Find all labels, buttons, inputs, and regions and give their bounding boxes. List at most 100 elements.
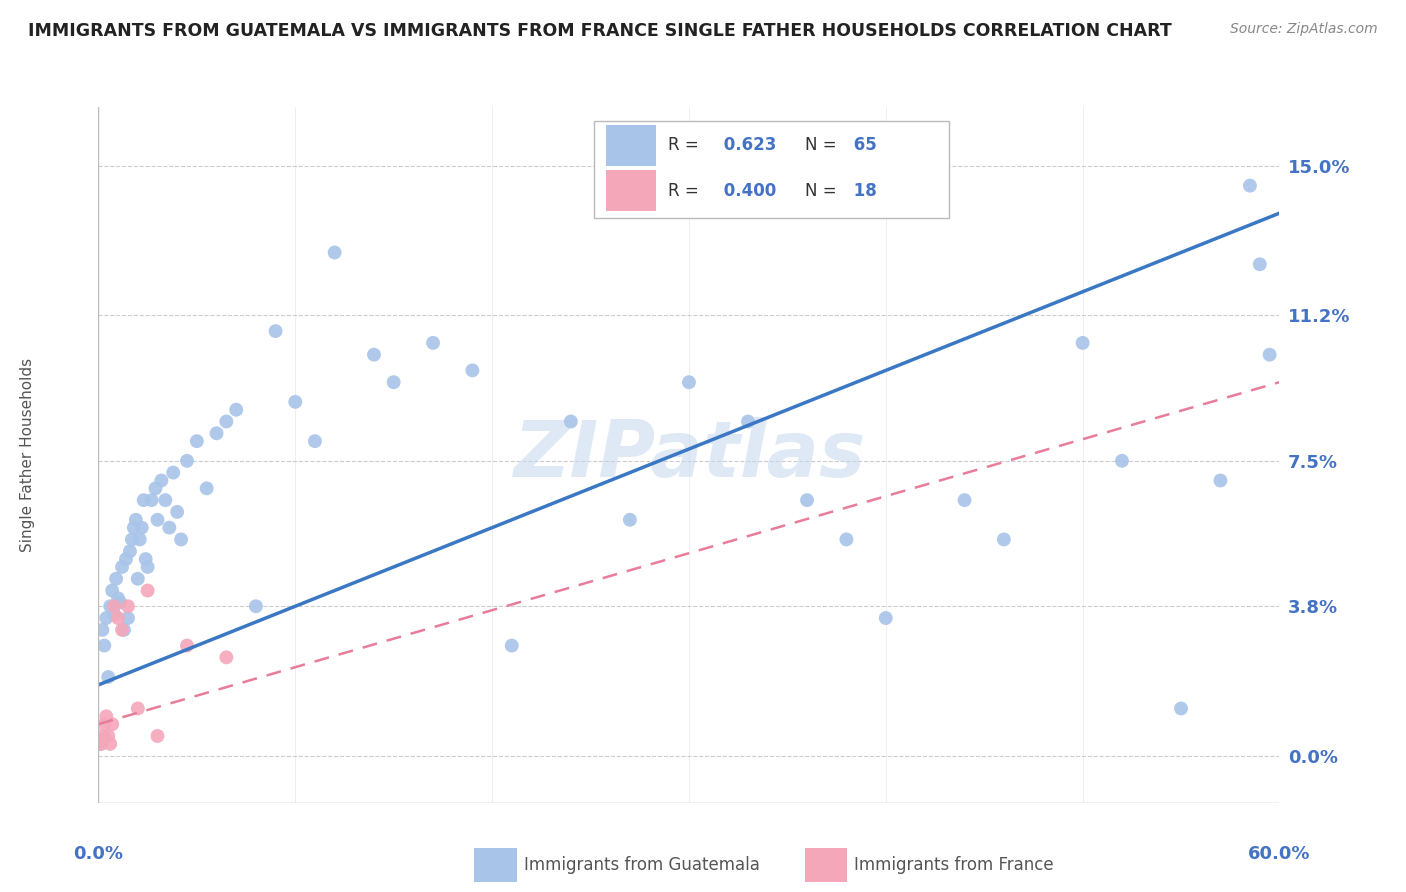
Point	[245, 599, 267, 614]
Point	[108, 595, 131, 609]
Point	[101, 583, 124, 598]
Point	[128, 533, 150, 547]
Text: 65: 65	[848, 136, 877, 154]
Point	[93, 639, 115, 653]
Text: 0.623: 0.623	[718, 136, 778, 154]
Point	[176, 639, 198, 653]
Point	[141, 493, 163, 508]
FancyBboxPatch shape	[606, 125, 655, 166]
Point	[127, 701, 149, 715]
Point	[146, 729, 169, 743]
Point	[323, 245, 346, 260]
Point	[93, 717, 115, 731]
Text: Immigrants from France: Immigrants from France	[855, 856, 1054, 874]
Point	[176, 454, 198, 468]
Point	[111, 560, 134, 574]
Point	[90, 737, 112, 751]
Point	[107, 611, 129, 625]
Point	[117, 611, 139, 625]
Point	[1170, 701, 1192, 715]
Point	[215, 650, 238, 665]
Point	[993, 533, 1015, 547]
Point	[304, 434, 326, 449]
Point	[145, 481, 167, 495]
Point	[461, 363, 484, 377]
Point	[382, 375, 405, 389]
FancyBboxPatch shape	[804, 848, 848, 882]
Point	[97, 670, 120, 684]
Point	[96, 611, 118, 625]
Point	[162, 466, 184, 480]
Point	[166, 505, 188, 519]
Point	[115, 552, 138, 566]
Point	[560, 415, 582, 429]
Point	[97, 729, 120, 743]
Point	[1111, 454, 1133, 468]
Point	[98, 737, 121, 751]
Point	[1071, 335, 1094, 350]
Point	[170, 533, 193, 547]
Point	[117, 599, 139, 614]
Text: R =: R =	[668, 136, 699, 154]
Text: R =: R =	[668, 182, 699, 200]
Point	[135, 552, 157, 566]
Point	[737, 415, 759, 429]
Point	[93, 729, 115, 743]
Point	[89, 737, 111, 751]
Point	[136, 560, 159, 574]
Point	[678, 375, 700, 389]
Text: N =: N =	[804, 182, 837, 200]
Point	[136, 583, 159, 598]
Point	[96, 709, 118, 723]
Point	[122, 521, 145, 535]
Point	[215, 415, 238, 429]
Point	[264, 324, 287, 338]
Point	[796, 493, 818, 508]
Point	[127, 572, 149, 586]
Point	[501, 639, 523, 653]
Point	[186, 434, 208, 449]
Point	[150, 474, 173, 488]
Text: 60.0%: 60.0%	[1249, 845, 1310, 863]
FancyBboxPatch shape	[595, 121, 949, 219]
Point	[155, 493, 177, 508]
Point	[103, 599, 125, 614]
Point	[1209, 474, 1232, 488]
Text: 18: 18	[848, 182, 877, 200]
Text: Immigrants from Guatemala: Immigrants from Guatemala	[523, 856, 759, 874]
Point	[91, 623, 114, 637]
Point	[1258, 348, 1281, 362]
Point	[1249, 257, 1271, 271]
Point	[157, 521, 180, 535]
Point	[103, 607, 125, 621]
Point	[121, 533, 143, 547]
Text: 0.400: 0.400	[718, 182, 776, 200]
Point	[953, 493, 976, 508]
Text: Source: ZipAtlas.com: Source: ZipAtlas.com	[1230, 22, 1378, 37]
Point	[195, 481, 218, 495]
Point	[131, 521, 153, 535]
Point	[363, 348, 385, 362]
Point	[98, 599, 121, 614]
Text: 0.0%: 0.0%	[73, 845, 124, 863]
Point	[111, 623, 134, 637]
Point	[132, 493, 155, 508]
Point	[875, 611, 897, 625]
Point	[284, 395, 307, 409]
Point	[835, 533, 858, 547]
Point	[118, 544, 141, 558]
Point	[1239, 178, 1261, 193]
Text: ZIPatlas: ZIPatlas	[513, 417, 865, 493]
Point	[105, 572, 128, 586]
Text: Single Father Households: Single Father Households	[20, 358, 35, 552]
Point	[225, 402, 247, 417]
FancyBboxPatch shape	[606, 170, 655, 211]
Text: IMMIGRANTS FROM GUATEMALA VS IMMIGRANTS FROM FRANCE SINGLE FATHER HOUSEHOLDS COR: IMMIGRANTS FROM GUATEMALA VS IMMIGRANTS …	[28, 22, 1171, 40]
Point	[125, 513, 148, 527]
Point	[146, 513, 169, 527]
Point	[101, 717, 124, 731]
Point	[91, 732, 114, 747]
Point	[205, 426, 228, 441]
Point	[107, 591, 129, 606]
Text: N =: N =	[804, 136, 837, 154]
